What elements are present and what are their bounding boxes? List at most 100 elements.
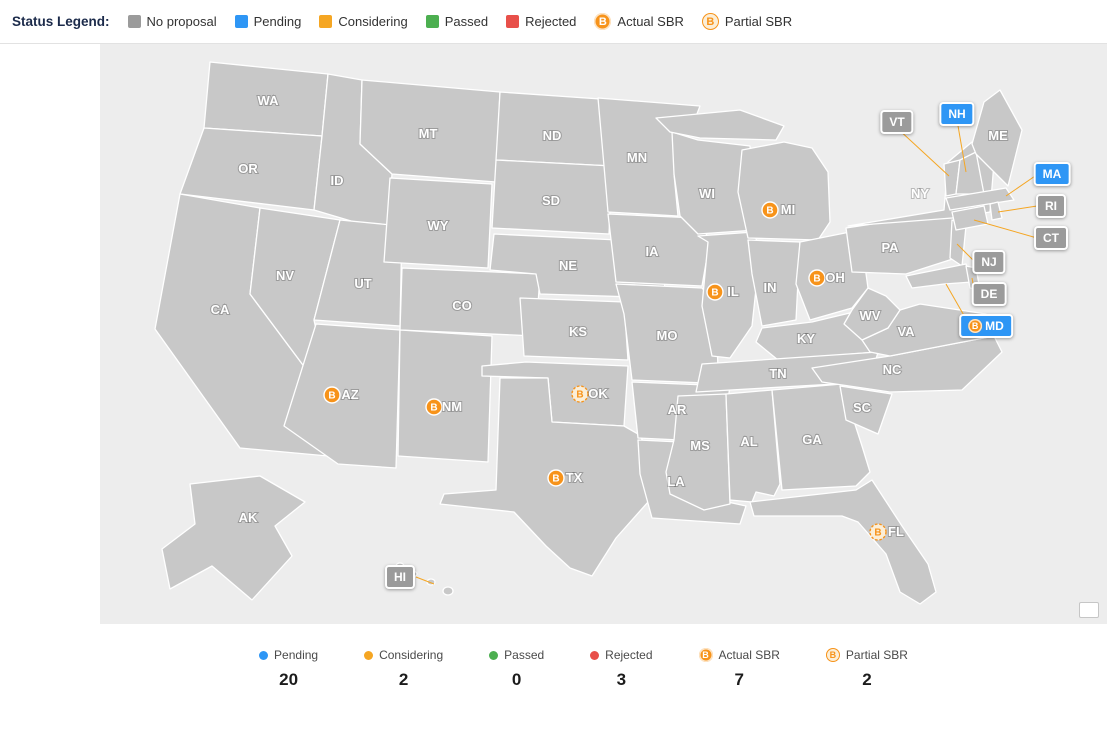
summary-label: Passed: [504, 648, 545, 662]
state-ks[interactable]: [519, 297, 629, 361]
state-ak[interactable]: [161, 475, 306, 601]
state-al[interactable]: [725, 389, 781, 503]
summary-label: Considering: [379, 648, 444, 662]
us-map-container: WA OR CA ID NV UT MT WY CO B AZ B NM ND SD NE KS B OK B TX MN…: [100, 44, 1107, 624]
state-box-label: NJ: [981, 255, 997, 269]
summary-label: Rejected: [605, 648, 653, 662]
state-box-nh[interactable]: NH: [939, 102, 975, 126]
state-ma[interactable]: [945, 187, 1015, 211]
state-box-nj[interactable]: NJ: [972, 250, 1006, 274]
state-sc[interactable]: [839, 385, 893, 435]
legend-item-rejected: Rejected: [506, 14, 576, 29]
actual-sbr-icon: B: [761, 201, 779, 219]
state-box-ri[interactable]: RI: [1036, 194, 1066, 218]
legend-item-label: Rejected: [525, 14, 577, 29]
summary-rejected: Rejected 3: [590, 648, 653, 690]
summary-considering: Considering 2: [364, 648, 443, 690]
state-hi[interactable]: [442, 586, 454, 596]
legend-item-actual-sbr: B Actual SBR: [594, 13, 684, 30]
partial-sbr-icon: B: [869, 523, 887, 541]
summary-label: Actual SBR: [718, 648, 780, 662]
state-mt[interactable]: [359, 79, 501, 183]
legend-swatch: [127, 15, 141, 28]
state-wy[interactable]: [383, 177, 493, 269]
summary-label: Partial SBR: [845, 648, 908, 662]
state-box-label: VT: [889, 115, 905, 129]
state-box-label: RI: [1045, 199, 1057, 213]
state-box-ct[interactable]: CT: [1034, 226, 1068, 250]
legend-item-partial-sbr: B Partial SBR: [701, 13, 793, 30]
state-box-label: MD: [985, 319, 1004, 333]
summary-count: 3: [616, 670, 627, 689]
legend-title: Status Legend:: [12, 14, 110, 29]
legend-item-label: Passed: [444, 14, 489, 29]
state-box-md[interactable]: B MD: [959, 314, 1013, 338]
map-menu-button[interactable]: [1079, 602, 1099, 618]
bitcoin-coin-icon: B: [701, 13, 719, 30]
summary-count: 2: [398, 670, 409, 689]
legend-item-pending: Pending: [234, 14, 302, 29]
summary-partial-sbr: B Partial SBR 2: [825, 648, 908, 690]
status-dot: [364, 650, 374, 660]
state-nd[interactable]: [495, 91, 616, 167]
bitcoin-coin-icon: B: [698, 648, 713, 662]
legend-swatch: [319, 15, 333, 28]
state-box-label: CT: [1043, 231, 1059, 245]
legend-item-passed: Passed: [425, 14, 489, 29]
legend-items: No proposal Pending Considering Passed Rejec…: [127, 13, 793, 30]
legend-item-label: No proposal: [146, 14, 217, 29]
state-nm[interactable]: [397, 329, 493, 463]
state-box-hi[interactable]: HI: [385, 565, 415, 589]
state-wv[interactable]: [843, 287, 901, 341]
summary-count: 2: [862, 670, 872, 689]
state-box-ma[interactable]: MA: [1033, 162, 1071, 186]
state-fl[interactable]: [749, 479, 937, 605]
legend-swatch: [425, 15, 439, 28]
legend-swatch: [234, 15, 248, 28]
summary-count: 20: [279, 670, 299, 689]
status-legend-bar: Status Legend: No proposal Pending Conside…: [0, 0, 1107, 44]
status-dot: [590, 650, 600, 660]
state-mi[interactable]: [737, 141, 831, 241]
state-box-de[interactable]: DE: [971, 282, 1007, 306]
state-wi[interactable]: [671, 131, 757, 235]
actual-sbr-icon: B: [425, 398, 443, 416]
state-ri[interactable]: [989, 201, 1003, 221]
legend-item-label: Pending: [253, 14, 302, 29]
status-dot: [489, 650, 499, 660]
bitcoin-coin-icon: B: [594, 13, 612, 30]
state-md[interactable]: [905, 263, 973, 289]
legend-item-label: Partial SBR: [724, 14, 793, 29]
summary-label: Pending: [274, 648, 319, 662]
summary-count: 7: [734, 670, 744, 689]
actual-sbr-icon: B: [968, 319, 983, 333]
legend-swatch: [506, 15, 520, 28]
state-me[interactable]: [971, 89, 1023, 187]
state-box-label: MA: [1042, 167, 1062, 181]
state-box-label: DE: [980, 287, 998, 301]
state-wa[interactable]: [203, 61, 329, 137]
summary-pending: Pending 20: [259, 648, 318, 690]
state-label-ny: NY: [911, 186, 929, 201]
legend-item-no-proposal: No proposal: [127, 14, 217, 29]
state-mi-upper[interactable]: [655, 109, 785, 141]
state-box-vt[interactable]: VT: [880, 110, 914, 134]
state-in[interactable]: [747, 239, 801, 327]
legend-item-label: Actual SBR: [617, 14, 684, 29]
status-summary: Pending 20 Considering 2 Passed 0 Rejected 3 B Ac…: [0, 624, 1107, 690]
state-box-label: HI: [394, 570, 406, 584]
legend-item-label: Considering: [338, 14, 408, 29]
state-box-label: NH: [948, 107, 966, 121]
actual-sbr-icon: B: [706, 283, 724, 301]
legend-item-considering: Considering: [319, 14, 408, 29]
summary-passed: Passed 0: [489, 648, 544, 690]
summary-count: 0: [511, 670, 522, 689]
state-co[interactable]: [399, 267, 541, 337]
actual-sbr-icon: B: [547, 469, 565, 487]
state-sd[interactable]: [491, 159, 613, 235]
partial-sbr-icon: B: [571, 385, 589, 403]
state-az[interactable]: [283, 323, 401, 469]
bitcoin-coin-icon: B: [825, 648, 840, 662]
summary-actual-sbr: B Actual SBR 7: [698, 648, 780, 690]
